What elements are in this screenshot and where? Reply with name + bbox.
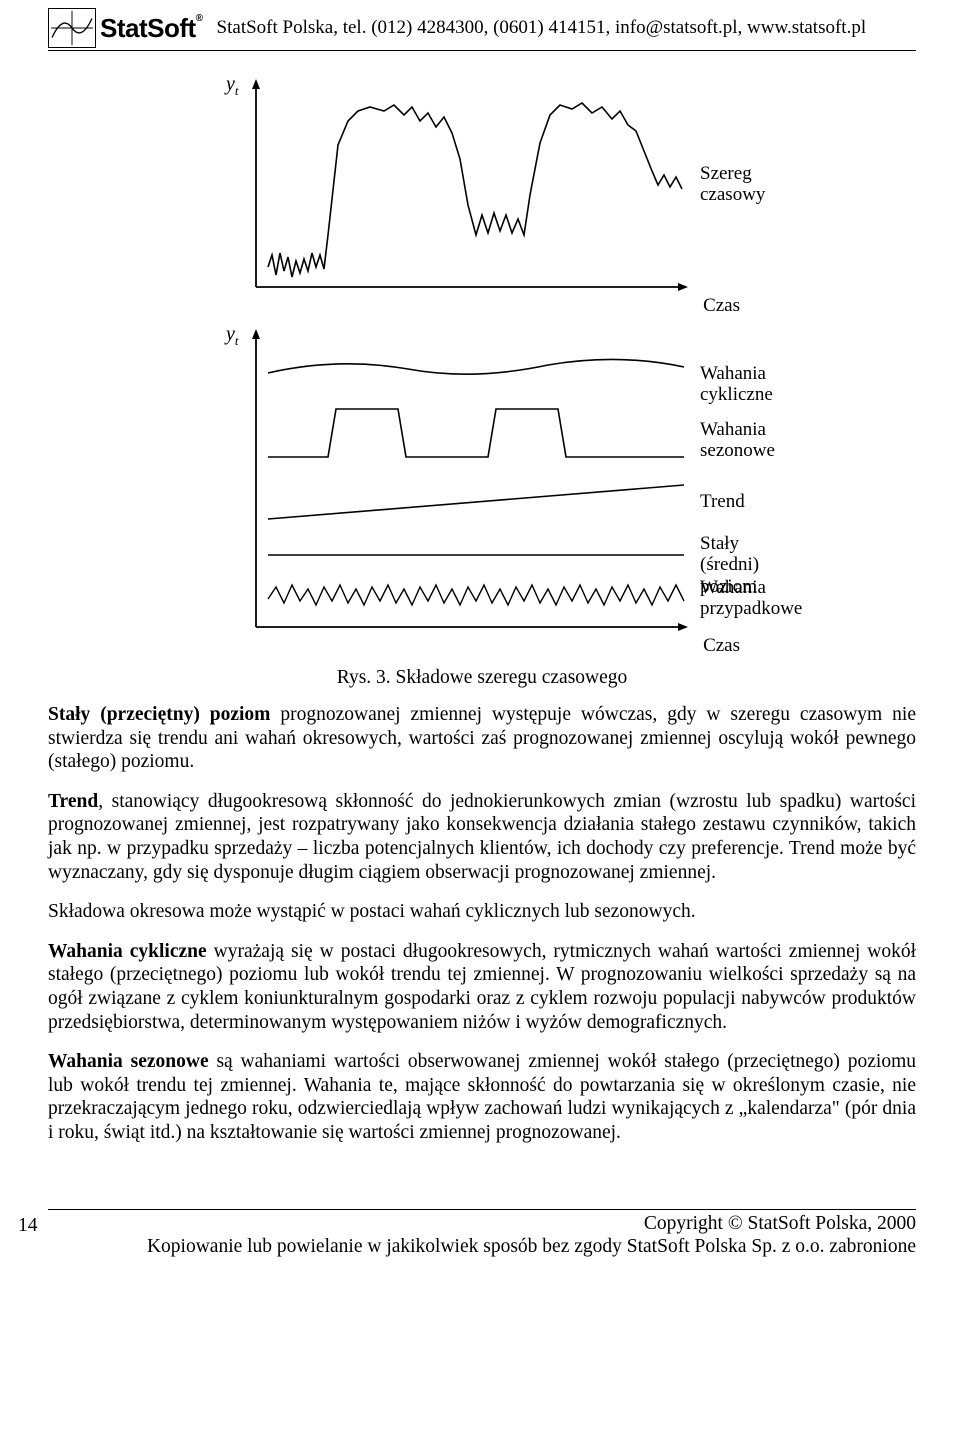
chart-time-series: yt Szereg czasowy Czas bbox=[252, 79, 802, 317]
brand-logo: StatSoft® bbox=[48, 8, 203, 48]
paragraph-3: Wahania cykliczne wyrażają się w postaci… bbox=[48, 940, 916, 1034]
chart1-label: Szereg czasowy bbox=[700, 163, 802, 206]
paragraph-1: Trend, stanowiący długookresową skłonnoś… bbox=[48, 790, 916, 884]
paragraph-0: Stały (przeciętny) poziom prognozowanej … bbox=[48, 703, 916, 774]
body-text: Stały (przeciętny) poziom prognozowanej … bbox=[48, 703, 916, 1145]
y-axis-label-1: yt bbox=[226, 73, 239, 99]
figure-3: yt Szereg czasowy Czas yt bbox=[162, 79, 802, 689]
brand-name: StatSoft® bbox=[100, 13, 203, 44]
paragraph-2: Składowa okresowa może wystąpić w postac… bbox=[48, 900, 916, 924]
header-contact-line: StatSoft Polska, tel. (012) 4284300, (06… bbox=[217, 17, 916, 39]
chart2-label-1: Wahaniasezonowe bbox=[700, 419, 775, 462]
y-axis-label-2: yt bbox=[226, 323, 239, 349]
page-footer: 14 Copyright © StatSoft Polska, 2000 Kop… bbox=[0, 1209, 960, 1278]
page-number: 14 bbox=[18, 1215, 38, 1237]
chart2-label-2: Trend bbox=[700, 491, 745, 512]
page-header: StatSoft® StatSoft Polska, tel. (012) 42… bbox=[48, 8, 916, 51]
chart-components: yt WahaniacykliczneWahaniasezonoweTrendS… bbox=[252, 329, 802, 657]
chart2-label-4: Wahaniaprzypadkowe bbox=[700, 577, 802, 620]
chart2-svg bbox=[252, 329, 692, 633]
chart1-x-label: Czas bbox=[252, 295, 740, 317]
footer-line1: Copyright © StatSoft Polska, 2000 bbox=[48, 1212, 916, 1236]
chart2-label-0: Wahaniacykliczne bbox=[700, 363, 773, 406]
chart2-x-label: Czas bbox=[252, 635, 740, 657]
paragraph-4: Wahania sezonowe są wahaniami wartości o… bbox=[48, 1050, 916, 1144]
figure-caption: Rys. 3. Składowe szeregu czasowego bbox=[162, 667, 802, 689]
chart1-svg bbox=[252, 79, 692, 293]
footer-line2: Kopiowanie lub powielanie w jakikolwiek … bbox=[48, 1235, 916, 1259]
statsoft-logo-icon bbox=[48, 8, 96, 48]
